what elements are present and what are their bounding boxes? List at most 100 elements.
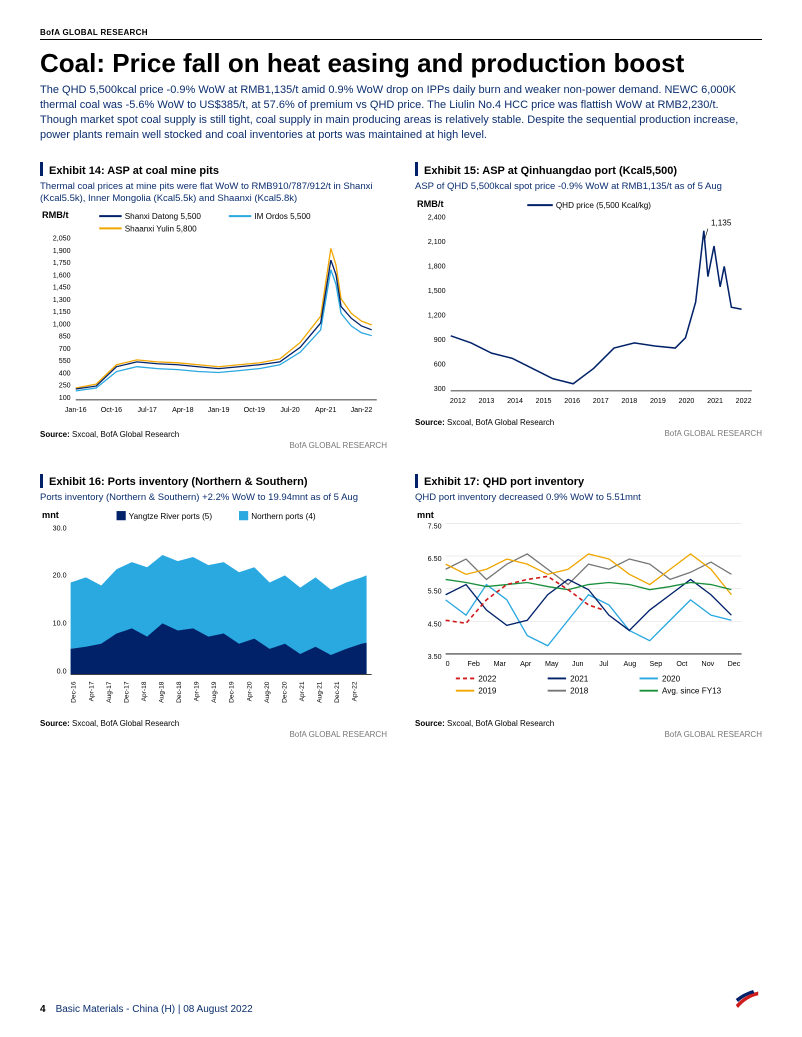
exhibit-14-subtitle: Thermal coal prices at mine pits were fl… — [40, 181, 387, 205]
intro-paragraph: The QHD 5,500kcal price -0.9% WoW at RMB… — [40, 83, 750, 142]
svg-text:550: 550 — [59, 358, 71, 366]
svg-text:Apr-17: Apr-17 — [88, 681, 95, 701]
svg-text:Apr: Apr — [520, 660, 532, 668]
svg-text:Jan-22: Jan-22 — [351, 407, 373, 415]
svg-text:2016: 2016 — [564, 397, 580, 405]
svg-text:2013: 2013 — [479, 397, 495, 405]
exhibit-14-title: Exhibit 14: ASP at coal mine pits — [40, 161, 387, 179]
svg-text:Jul-17: Jul-17 — [137, 407, 156, 415]
svg-text:Apr-22: Apr-22 — [352, 681, 359, 701]
svg-text:Northern ports (4): Northern ports (4) — [251, 512, 316, 521]
svg-text:Shanxi Datong 5,500: Shanxi Datong 5,500 — [125, 213, 202, 222]
chart-ex17: mnt 7.50 6.50 5.50 4.50 3.50 0 — [415, 508, 762, 712]
svg-text:Aug-18: Aug-18 — [158, 681, 165, 703]
svg-text:Dec-18: Dec-18 — [176, 681, 183, 703]
svg-text:250: 250 — [59, 382, 71, 390]
svg-text:Dec-16: Dec-16 — [71, 681, 78, 703]
svg-text:2014: 2014 — [507, 397, 523, 405]
svg-text:Shaanxi Yulin 5,800: Shaanxi Yulin 5,800 — [125, 225, 197, 234]
svg-text:Yangtze River ports (5): Yangtze River ports (5) — [129, 512, 213, 521]
svg-text:1,750: 1,750 — [53, 260, 71, 268]
svg-text:100: 100 — [59, 394, 71, 402]
svg-text:1,150: 1,150 — [53, 309, 71, 317]
exhibit-15-subtitle: ASP of QHD 5,500kcal spot price -0.9% Wo… — [415, 181, 762, 193]
exhibit-17-title: Exhibit 17: QHD port inventory — [415, 472, 762, 490]
svg-text:Apr-18: Apr-18 — [172, 407, 193, 415]
svg-text:Dec: Dec — [728, 660, 741, 668]
svg-text:5.50: 5.50 — [428, 587, 442, 595]
svg-text:7.50: 7.50 — [428, 522, 442, 530]
svg-text:Jan-16: Jan-16 — [65, 407, 87, 415]
svg-text:Dec-20: Dec-20 — [281, 681, 288, 703]
svg-text:mnt: mnt — [417, 510, 434, 520]
svg-text:Aug-19: Aug-19 — [211, 681, 218, 703]
svg-text:1,135: 1,135 — [711, 218, 732, 227]
svg-text:2012: 2012 — [450, 397, 466, 405]
svg-text:2019: 2019 — [650, 397, 666, 405]
svg-text:RMB/t: RMB/t — [42, 211, 69, 221]
svg-text:Oct-19: Oct-19 — [244, 407, 265, 415]
svg-text:2,050: 2,050 — [53, 235, 71, 243]
svg-text:IM Ordos 5,500: IM Ordos 5,500 — [254, 213, 311, 222]
svg-text:0: 0 — [446, 660, 450, 668]
svg-text:Jan-19: Jan-19 — [208, 407, 230, 415]
svg-text:2019: 2019 — [478, 686, 497, 695]
svg-text:1,000: 1,000 — [53, 321, 71, 329]
exhibit-15-title: Exhibit 15: ASP at Qinhuangdao port (Kca… — [415, 161, 762, 179]
source-ex17: Source: Sxcoal, BofA Global Research — [415, 719, 762, 728]
svg-text:2015: 2015 — [536, 397, 552, 405]
svg-text:Jul: Jul — [599, 660, 609, 668]
svg-text:2,100: 2,100 — [428, 237, 446, 245]
svg-text:850: 850 — [59, 333, 71, 341]
svg-text:300: 300 — [434, 384, 446, 392]
svg-text:1,450: 1,450 — [53, 284, 71, 292]
svg-text:2018: 2018 — [570, 686, 589, 695]
svg-text:600: 600 — [434, 360, 446, 368]
svg-text:mnt: mnt — [42, 510, 59, 520]
svg-text:Oct: Oct — [676, 660, 687, 668]
svg-text:Sep: Sep — [650, 660, 663, 668]
svg-text:2022: 2022 — [478, 674, 497, 683]
svg-text:Mar: Mar — [494, 660, 507, 668]
svg-text:Avg. since FY13: Avg. since FY13 — [662, 686, 722, 695]
svg-text:900: 900 — [434, 335, 446, 343]
svg-text:4.50: 4.50 — [428, 620, 442, 628]
svg-text:1,200: 1,200 — [428, 311, 446, 319]
svg-text:2021: 2021 — [707, 397, 723, 405]
svg-text:1,900: 1,900 — [53, 247, 71, 255]
svg-text:May: May — [545, 660, 559, 668]
svg-text:Dec-21: Dec-21 — [334, 681, 341, 703]
svg-text:Aug: Aug — [623, 660, 636, 668]
svg-text:Dec-17: Dec-17 — [123, 681, 130, 703]
svg-text:RMB/t: RMB/t — [417, 199, 444, 209]
svg-text:Apr-20: Apr-20 — [246, 681, 253, 701]
chart-ex16: mnt Yangtze River ports (5) Northern por… — [40, 508, 387, 712]
bofa-logo-icon — [732, 984, 762, 1019]
svg-text:3.50: 3.50 — [428, 653, 442, 661]
svg-text:10.0: 10.0 — [53, 619, 67, 627]
svg-text:Nov: Nov — [702, 660, 715, 668]
brand-small: BofA GLOBAL RESEARCH — [40, 730, 387, 739]
brand-small: BofA GLOBAL RESEARCH — [415, 730, 762, 739]
svg-text:Oct-16: Oct-16 — [101, 407, 122, 415]
svg-text:2020: 2020 — [679, 397, 695, 405]
svg-text:6.50: 6.50 — [428, 555, 442, 563]
footer: 4Basic Materials - China (H) | 08 August… — [40, 1004, 253, 1015]
exhibit-17-subtitle: QHD port inventory decreased 0.9% WoW to… — [415, 492, 762, 504]
svg-text:QHD price (5,500 Kcal/kg): QHD price (5,500 Kcal/kg) — [556, 201, 651, 210]
chart-ex14: RMB/t Shanxi Datong 5,500 IM Ordos 5,500… — [40, 208, 387, 422]
svg-text:Feb: Feb — [468, 660, 480, 668]
svg-text:1,300: 1,300 — [53, 296, 71, 304]
svg-text:2020: 2020 — [662, 674, 681, 683]
svg-text:Aug-21: Aug-21 — [316, 681, 323, 703]
svg-text:30.0: 30.0 — [53, 524, 67, 532]
svg-text:Apr-18: Apr-18 — [141, 681, 148, 701]
svg-text:Jun: Jun — [572, 660, 584, 668]
svg-text:Dec-19: Dec-19 — [229, 681, 236, 703]
source-ex14: Source: Sxcoal, BofA Global Research — [40, 430, 387, 439]
svg-text:Apr-21: Apr-21 — [315, 407, 336, 415]
source-ex16: Source: Sxcoal, BofA Global Research — [40, 719, 387, 728]
svg-text:2022: 2022 — [736, 397, 752, 405]
brand-small: BofA GLOBAL RESEARCH — [415, 429, 762, 438]
svg-text:1,600: 1,600 — [53, 272, 71, 280]
